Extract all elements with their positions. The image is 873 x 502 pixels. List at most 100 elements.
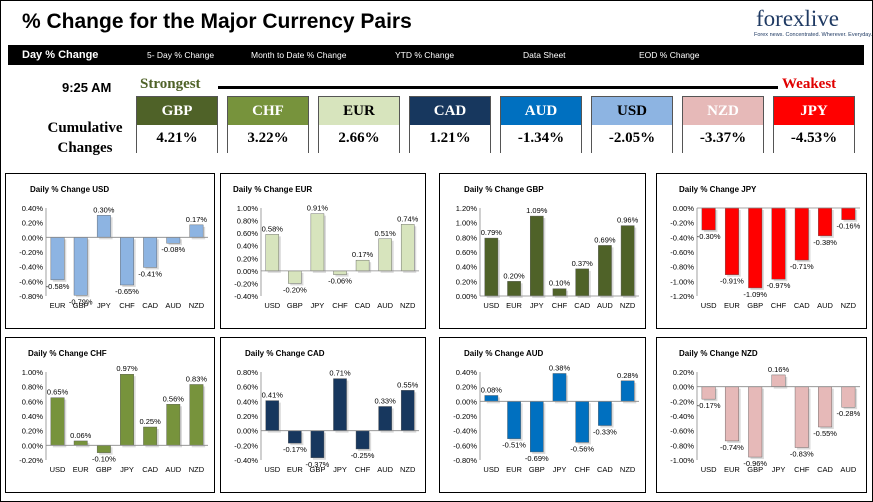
x-tick-label: EUR: [724, 301, 740, 310]
bar-chart-jpy: 0.00% -0.20% -0.40% -0.60% -0.80% -1.00% -1.20…: [670, 204, 860, 310]
y-tick-label: -0.20%: [234, 279, 258, 288]
data-label: -0.28%: [836, 409, 860, 418]
x-tick-label: JPY: [772, 465, 786, 474]
bar-nzd: [189, 224, 204, 238]
bar-chart-eur: 1.00% 0.80% 0.60% 0.40% 0.20% 0.00% -0.20% -0.4…: [234, 204, 419, 310]
data-label: -0.74%: [720, 443, 744, 452]
bar-jpy: [333, 378, 347, 431]
bar-cad: [143, 237, 158, 268]
x-tick-label: USD: [483, 465, 499, 474]
data-label: -0.06%: [328, 277, 352, 286]
bar-gbp: [288, 270, 302, 284]
y-tick-label: -0.60%: [19, 277, 43, 286]
y-tick-label: -0.40%: [234, 456, 258, 465]
logo-word-x: x: [793, 6, 805, 31]
chart-title-jpy: Daily % Change JPY: [679, 185, 757, 194]
currency-box-aud: AUD -1.34%: [500, 96, 582, 153]
bar-gbp: [310, 430, 325, 458]
chart-panel-chf: Daily % Change CHF 1.00% 0.80% 0.60% 0.40% 0.…: [5, 337, 215, 493]
y-tick-label: -0.60%: [453, 441, 477, 450]
bar-aud: [166, 237, 181, 244]
y-tick-label: -0.40%: [670, 412, 694, 421]
y-tick-label: 0.40%: [237, 242, 259, 251]
currency-code: JPY: [774, 97, 854, 125]
x-tick-label: GBP: [96, 465, 112, 474]
bar-cad: [818, 386, 833, 428]
x-tick-label: JPY: [530, 301, 544, 310]
chart-title-chf: Daily % Change CHF: [28, 349, 107, 358]
y-tick-label: 0.20%: [237, 254, 259, 263]
x-tick-label: USD: [701, 301, 717, 310]
data-label: -0.69%: [525, 454, 549, 463]
page-title: % Change for the Major Currency Pairs: [22, 10, 412, 33]
bar-usd: [701, 207, 716, 231]
x-tick-label: USD: [701, 465, 717, 474]
y-tick-label: -0.80%: [670, 441, 694, 450]
bar-nzd: [400, 390, 415, 431]
y-tick-label: 0.00%: [456, 292, 478, 301]
x-tick-label: EUR: [287, 465, 303, 474]
nav-tab-5-day-change[interactable]: 5- Day % Change: [147, 50, 215, 60]
bar-eur: [507, 401, 521, 439]
nav-tab-day-change[interactable]: Day % Change: [22, 49, 99, 61]
bar-gbp: [96, 445, 111, 453]
data-label: -0.71%: [790, 262, 814, 271]
data-label: 0.79%: [481, 228, 503, 237]
nav-tab-eod-change[interactable]: EOD % Change: [639, 50, 700, 60]
y-tick-label: 0.00%: [237, 427, 259, 436]
bar-gbp: [748, 207, 763, 289]
bar-aud: [166, 404, 181, 446]
chart-panel-aud: Daily % Change AUD 0.40% 0.20% 0.00% -0.20% -…: [439, 337, 646, 493]
bar-chart-chf: 1.00% 0.80% 0.60% 0.40% 0.20% 0.00% -0.20% 0.65…: [19, 364, 208, 474]
bar-chf: [794, 386, 809, 448]
data-label: -0.10%: [92, 455, 116, 464]
bar-usd: [701, 386, 716, 400]
chart-panel-jpy: Daily % Change JPY 0.00% -0.20% -0.40% -0.60…: [656, 173, 867, 329]
data-label: -0.25%: [351, 451, 375, 460]
data-label: -0.38%: [813, 238, 837, 247]
nav-tab-month-to-date[interactable]: Month to Date % Change: [251, 50, 347, 60]
data-label: 1.09%: [526, 206, 548, 215]
x-tick-label: EUR: [73, 465, 89, 474]
currency-box-jpy: JPY -4.53%: [773, 96, 855, 153]
currency-code: CAD: [410, 97, 490, 125]
y-tick-label: 0.60%: [237, 229, 259, 238]
x-tick-label: CAD: [142, 465, 158, 474]
nav-tab-ytd-change[interactable]: YTD % Change: [395, 50, 455, 60]
y-tick-label: 0.60%: [456, 248, 478, 257]
bar-chf: [355, 430, 370, 450]
bar-eur: [50, 237, 65, 281]
data-label: 0.17%: [352, 250, 374, 259]
data-label: -0.97%: [767, 281, 791, 290]
bar-aud: [598, 245, 612, 297]
bar-chf: [771, 207, 786, 280]
y-tick-label: 0.60%: [237, 383, 259, 392]
bar-cad: [575, 268, 590, 297]
data-label: -0.37%: [306, 460, 330, 469]
data-label: 0.25%: [140, 417, 162, 426]
y-tick-label: 0.80%: [237, 217, 259, 226]
x-tick-label: EUR: [50, 301, 66, 310]
x-tick-label: AUD: [377, 301, 393, 310]
x-tick-label: AUD: [165, 301, 181, 310]
nav-tab-data-sheet[interactable]: Data Sheet: [523, 50, 566, 60]
x-tick-label: AUD: [597, 301, 613, 310]
data-label: 0.74%: [397, 214, 419, 223]
y-tick-label: 0.20%: [237, 412, 259, 421]
bar-usd: [484, 237, 499, 297]
y-tick-label: 1.20%: [456, 204, 478, 213]
chart-panel-gbp: Daily % Change GBP 1.20% 1.00% 0.80% 0.60% 0.…: [439, 173, 646, 329]
data-label: -0.56%: [570, 444, 594, 453]
bar-eur: [73, 440, 88, 446]
data-label: -0.79%: [69, 297, 93, 306]
data-label: -1.09%: [743, 290, 767, 299]
y-tick-label: 0.20%: [673, 368, 695, 377]
x-tick-label: NZD: [841, 301, 857, 310]
bar-nzd: [400, 224, 415, 272]
x-tick-label: NZD: [400, 465, 416, 474]
logo-word-part-2: live: [804, 6, 840, 31]
y-tick-label: -0.60%: [670, 427, 694, 436]
y-tick-label: 0.80%: [22, 383, 44, 392]
y-tick-label: -0.80%: [453, 456, 477, 465]
forexlive-logo[interactable]: forexlive Forex news. Concentrated. Wher…: [750, 6, 872, 44]
